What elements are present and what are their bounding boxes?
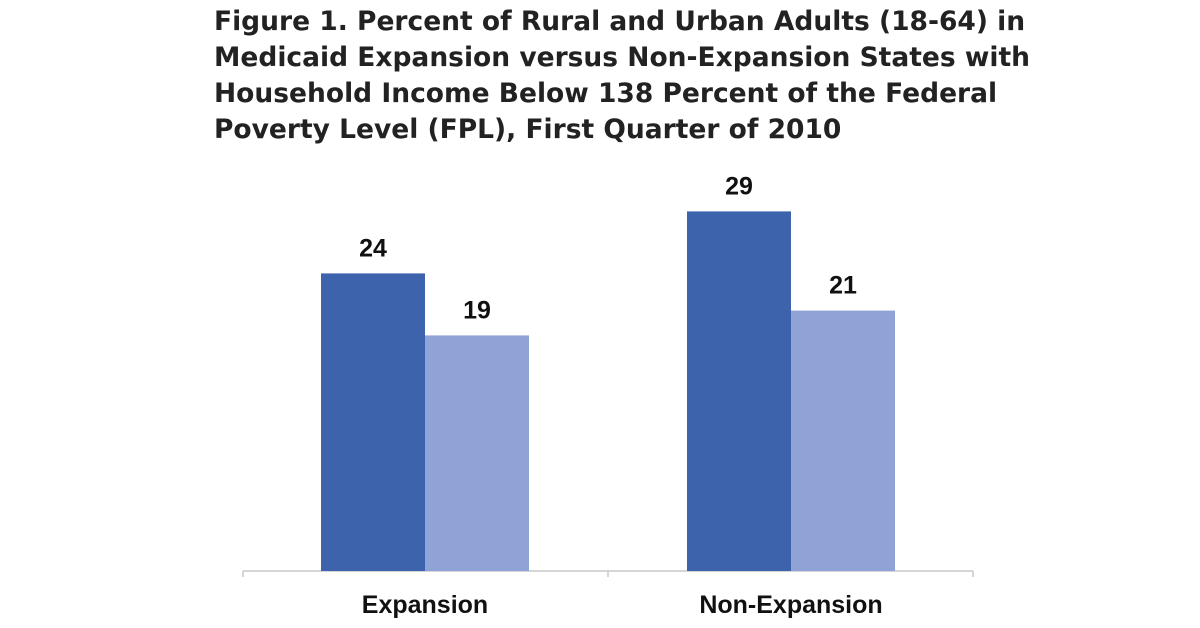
data-label: 24 [359,234,387,262]
chart-title-line: Household Income Below 138 Percent of th… [214,78,998,109]
chart-title-line: Medicaid Expansion versus Non-Expansion … [214,42,1030,73]
category-label: Expansion [362,591,488,619]
data-label: 29 [725,172,753,200]
chart-title: Figure 1. Percent of Rural and Urban Adu… [214,4,1030,148]
bar [687,211,791,571]
data-label: 19 [463,296,491,324]
category-label: Non-Expansion [699,591,882,619]
bar [321,273,425,571]
chart-title-line: Figure 1. Percent of Rural and Urban Adu… [214,6,1026,37]
chart-title-line: Poverty Level (FPL), First Quarter of 20… [214,114,842,145]
bar [791,310,895,571]
bar [425,335,529,571]
data-label: 21 [829,272,857,300]
